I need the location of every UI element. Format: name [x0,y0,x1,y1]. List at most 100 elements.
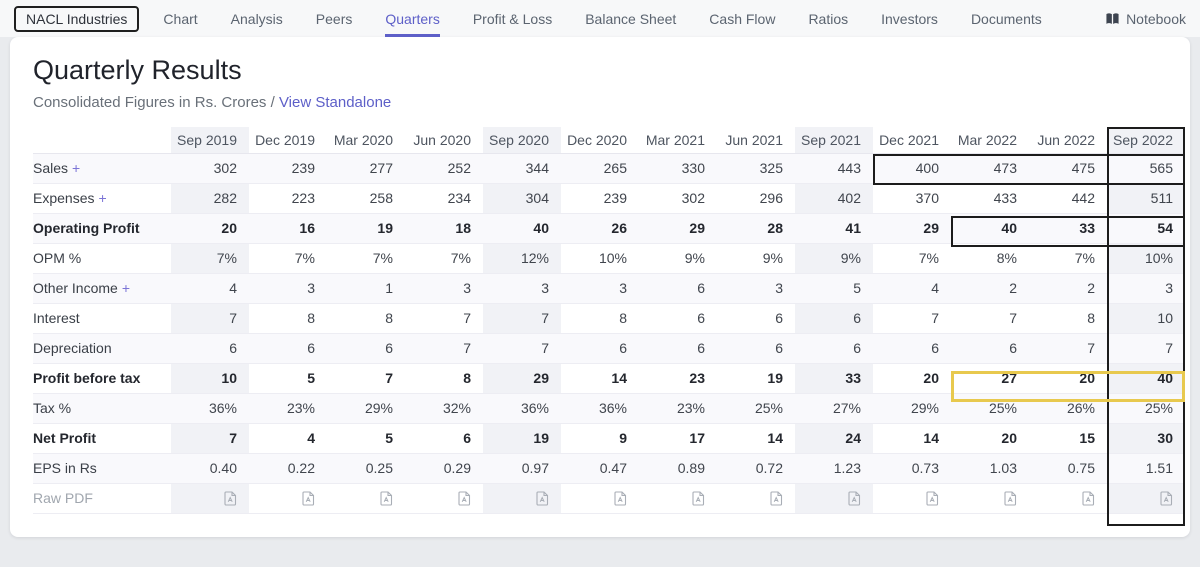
raw-pdf-link[interactable] [873,483,951,514]
cell: 6 [717,333,795,364]
nav-tab-profit-loss[interactable]: Profit & Loss [472,10,553,27]
table-header-row: Sep 2019 Dec 2019 Mar 2020 Jun 2020 Sep 2020… [33,127,1185,154]
cell: 239 [249,153,327,184]
column-header: Mar 2022 [951,127,1029,154]
cell: 6 [795,303,873,334]
cell: 302 [639,183,717,214]
cell: 9% [795,243,873,274]
column-header: Sep 2019 [171,127,249,154]
cell: 433 [951,183,1029,214]
cell: 7 [171,303,249,334]
cell: 2 [951,273,1029,304]
cell: 8 [561,303,639,334]
cell: 6 [639,303,717,334]
cell: 0.22 [249,453,327,484]
cell: 19 [327,212,405,244]
raw-pdf-link[interactable] [951,483,1029,514]
cell: 36% [171,393,249,424]
row-label-text: OPM % [33,250,82,266]
pdf-file-icon [224,491,237,506]
cell: 7 [1029,333,1107,364]
cell: 4 [249,422,327,454]
table-row: Profit before tax 10 5 7 8 29 14 23 19 33 20 27 20 40 [33,362,1185,394]
cell: 330 [639,153,717,184]
pdf-file-icon [848,491,861,506]
nav-tab-ratios[interactable]: Ratios [808,10,849,27]
view-standalone-link[interactable]: View Standalone [278,94,392,111]
nav-tab-analysis[interactable]: Analysis [230,10,283,27]
cell: 20 [873,362,951,394]
cell: 7% [873,243,951,274]
raw-pdf-link[interactable] [249,483,327,514]
raw-pdf-link[interactable] [639,483,717,514]
table-row: EPS in Rs 0.40 0.22 0.25 0.29 0.97 0.47 0.89 0.7… [33,453,1185,484]
cell: 6 [639,333,717,364]
nav-tab-documents[interactable]: Documents [970,10,1042,27]
pdf-file-icon [692,491,705,506]
cell: 325 [717,153,795,184]
cell: 1.51 [1107,453,1185,484]
nav-tab-quarters[interactable]: Quarters [385,0,440,37]
cell: 511 [1107,183,1185,214]
cell: 1 [327,273,405,304]
cell: 0.73 [873,453,951,484]
quarterly-results-card: Quarterly Results Consolidated Figures i… [10,37,1190,537]
cell: 7 [951,303,1029,334]
cell: 304 [483,183,561,214]
row-label[interactable]: Expenses + [33,183,171,214]
cell: 27 [951,362,1029,394]
row-label[interactable]: Other Income + [33,273,171,304]
nav-tab-chart[interactable]: Chart [163,10,198,27]
cell: 7 [1107,333,1185,364]
cell: 6 [327,333,405,364]
raw-pdf-link[interactable] [1029,483,1107,514]
expand-icon[interactable]: + [121,280,131,296]
raw-pdf-link[interactable] [483,483,561,514]
cell: 4 [171,273,249,304]
cell: 6 [249,333,327,364]
company-name-button[interactable]: NACL Industries [14,5,140,32]
raw-pdf-link[interactable] [171,483,249,514]
cell: 40 [483,212,561,244]
nav-tab-investors[interactable]: Investors [881,10,938,27]
row-label: Operating Profit [33,212,171,244]
cell: 1.23 [795,453,873,484]
raw-pdf-link[interactable] [795,483,873,514]
cell: 14 [561,362,639,394]
cell: 33 [795,362,873,394]
table-row: Other Income +4 3 1 3 3 3 6 3 5 4 2 2 3 [33,273,1185,304]
cell: 28 [717,212,795,244]
expand-icon[interactable]: + [98,190,107,206]
column-header: Jun 2020 [405,127,483,154]
cell: 565 [1107,153,1185,184]
raw-pdf-link[interactable] [717,483,795,514]
cell: 30 [1107,422,1185,454]
cell: 3 [1107,273,1185,304]
cell: 6 [873,333,951,364]
cell: 19 [483,422,561,454]
nav-tab-balance-sheet[interactable]: Balance Sheet [585,10,677,27]
expand-icon[interactable]: + [72,160,81,176]
table-row: Raw PDF [33,483,1185,514]
raw-pdf-link[interactable] [561,483,639,514]
raw-pdf-link[interactable] [327,483,405,514]
cell: 239 [561,183,639,214]
cell: 5 [795,273,873,304]
cell: 282 [171,183,249,214]
row-label[interactable]: Sales + [33,153,171,184]
cell: 24 [795,422,873,454]
cell: 33 [1029,212,1107,244]
cell: 2 [1029,273,1107,304]
cell: 7 [327,362,405,394]
cell: 12% [483,243,561,274]
nav-tab-cash-flow[interactable]: Cash Flow [709,10,776,27]
cell: 370 [873,183,951,214]
cell: 302 [171,153,249,184]
raw-pdf-link[interactable] [1107,483,1185,514]
raw-pdf-link[interactable] [405,483,483,514]
notebook-button[interactable]: Notebook [1105,11,1186,27]
cell: 7% [171,243,249,274]
nav-tab-peers[interactable]: Peers [315,10,353,27]
cell: 344 [483,153,561,184]
cell: 475 [1029,153,1107,184]
